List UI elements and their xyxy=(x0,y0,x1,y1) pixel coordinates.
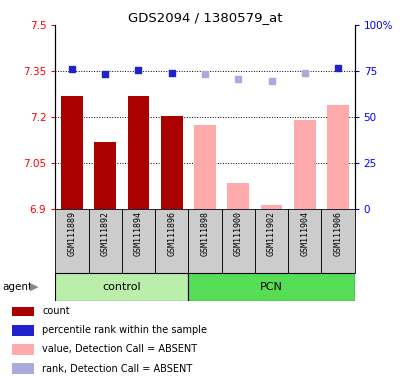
Point xyxy=(168,70,175,76)
Point xyxy=(267,78,274,84)
Point xyxy=(301,70,307,76)
Bar xyxy=(12,363,34,374)
Bar xyxy=(254,209,288,273)
Text: agent: agent xyxy=(2,282,32,292)
Bar xyxy=(321,209,354,273)
Text: GSM111889: GSM111889 xyxy=(67,211,76,256)
Bar xyxy=(161,116,182,209)
Text: GSM111906: GSM111906 xyxy=(333,211,342,256)
Bar xyxy=(194,125,215,209)
Bar xyxy=(12,325,34,336)
Bar xyxy=(55,273,188,301)
Point xyxy=(69,66,75,72)
Bar xyxy=(94,142,116,209)
Text: ▶: ▶ xyxy=(30,282,38,292)
Text: PCN: PCN xyxy=(259,282,282,292)
Bar xyxy=(326,105,348,209)
Bar xyxy=(188,209,221,273)
Bar xyxy=(288,209,321,273)
Bar xyxy=(221,209,254,273)
Bar xyxy=(55,209,88,273)
Text: GSM111902: GSM111902 xyxy=(266,211,275,256)
Point xyxy=(201,71,208,77)
Bar xyxy=(121,209,155,273)
Text: GSM111904: GSM111904 xyxy=(299,211,308,256)
Bar xyxy=(127,96,149,209)
Bar xyxy=(293,120,315,209)
Bar xyxy=(12,306,34,316)
Text: GSM111900: GSM111900 xyxy=(233,211,242,256)
Bar xyxy=(227,183,248,209)
Bar xyxy=(260,205,282,209)
Bar xyxy=(155,209,188,273)
Bar xyxy=(12,344,34,355)
Text: control: control xyxy=(102,282,141,292)
Text: GSM111898: GSM111898 xyxy=(200,211,209,256)
Text: value, Detection Call = ABSENT: value, Detection Call = ABSENT xyxy=(42,344,197,354)
Bar xyxy=(188,273,354,301)
Point xyxy=(234,76,241,83)
Text: count: count xyxy=(42,306,70,316)
Text: GSM111892: GSM111892 xyxy=(101,211,110,256)
Point xyxy=(102,71,108,77)
Text: percentile rank within the sample: percentile rank within the sample xyxy=(42,325,207,335)
Bar xyxy=(61,96,83,209)
Text: rank, Detection Call = ABSENT: rank, Detection Call = ABSENT xyxy=(42,364,192,374)
Bar xyxy=(88,209,121,273)
Point xyxy=(334,65,340,71)
Title: GDS2094 / 1380579_at: GDS2094 / 1380579_at xyxy=(128,11,281,24)
Point xyxy=(135,67,142,73)
Text: GSM111896: GSM111896 xyxy=(167,211,176,256)
Text: GSM111894: GSM111894 xyxy=(134,211,143,256)
